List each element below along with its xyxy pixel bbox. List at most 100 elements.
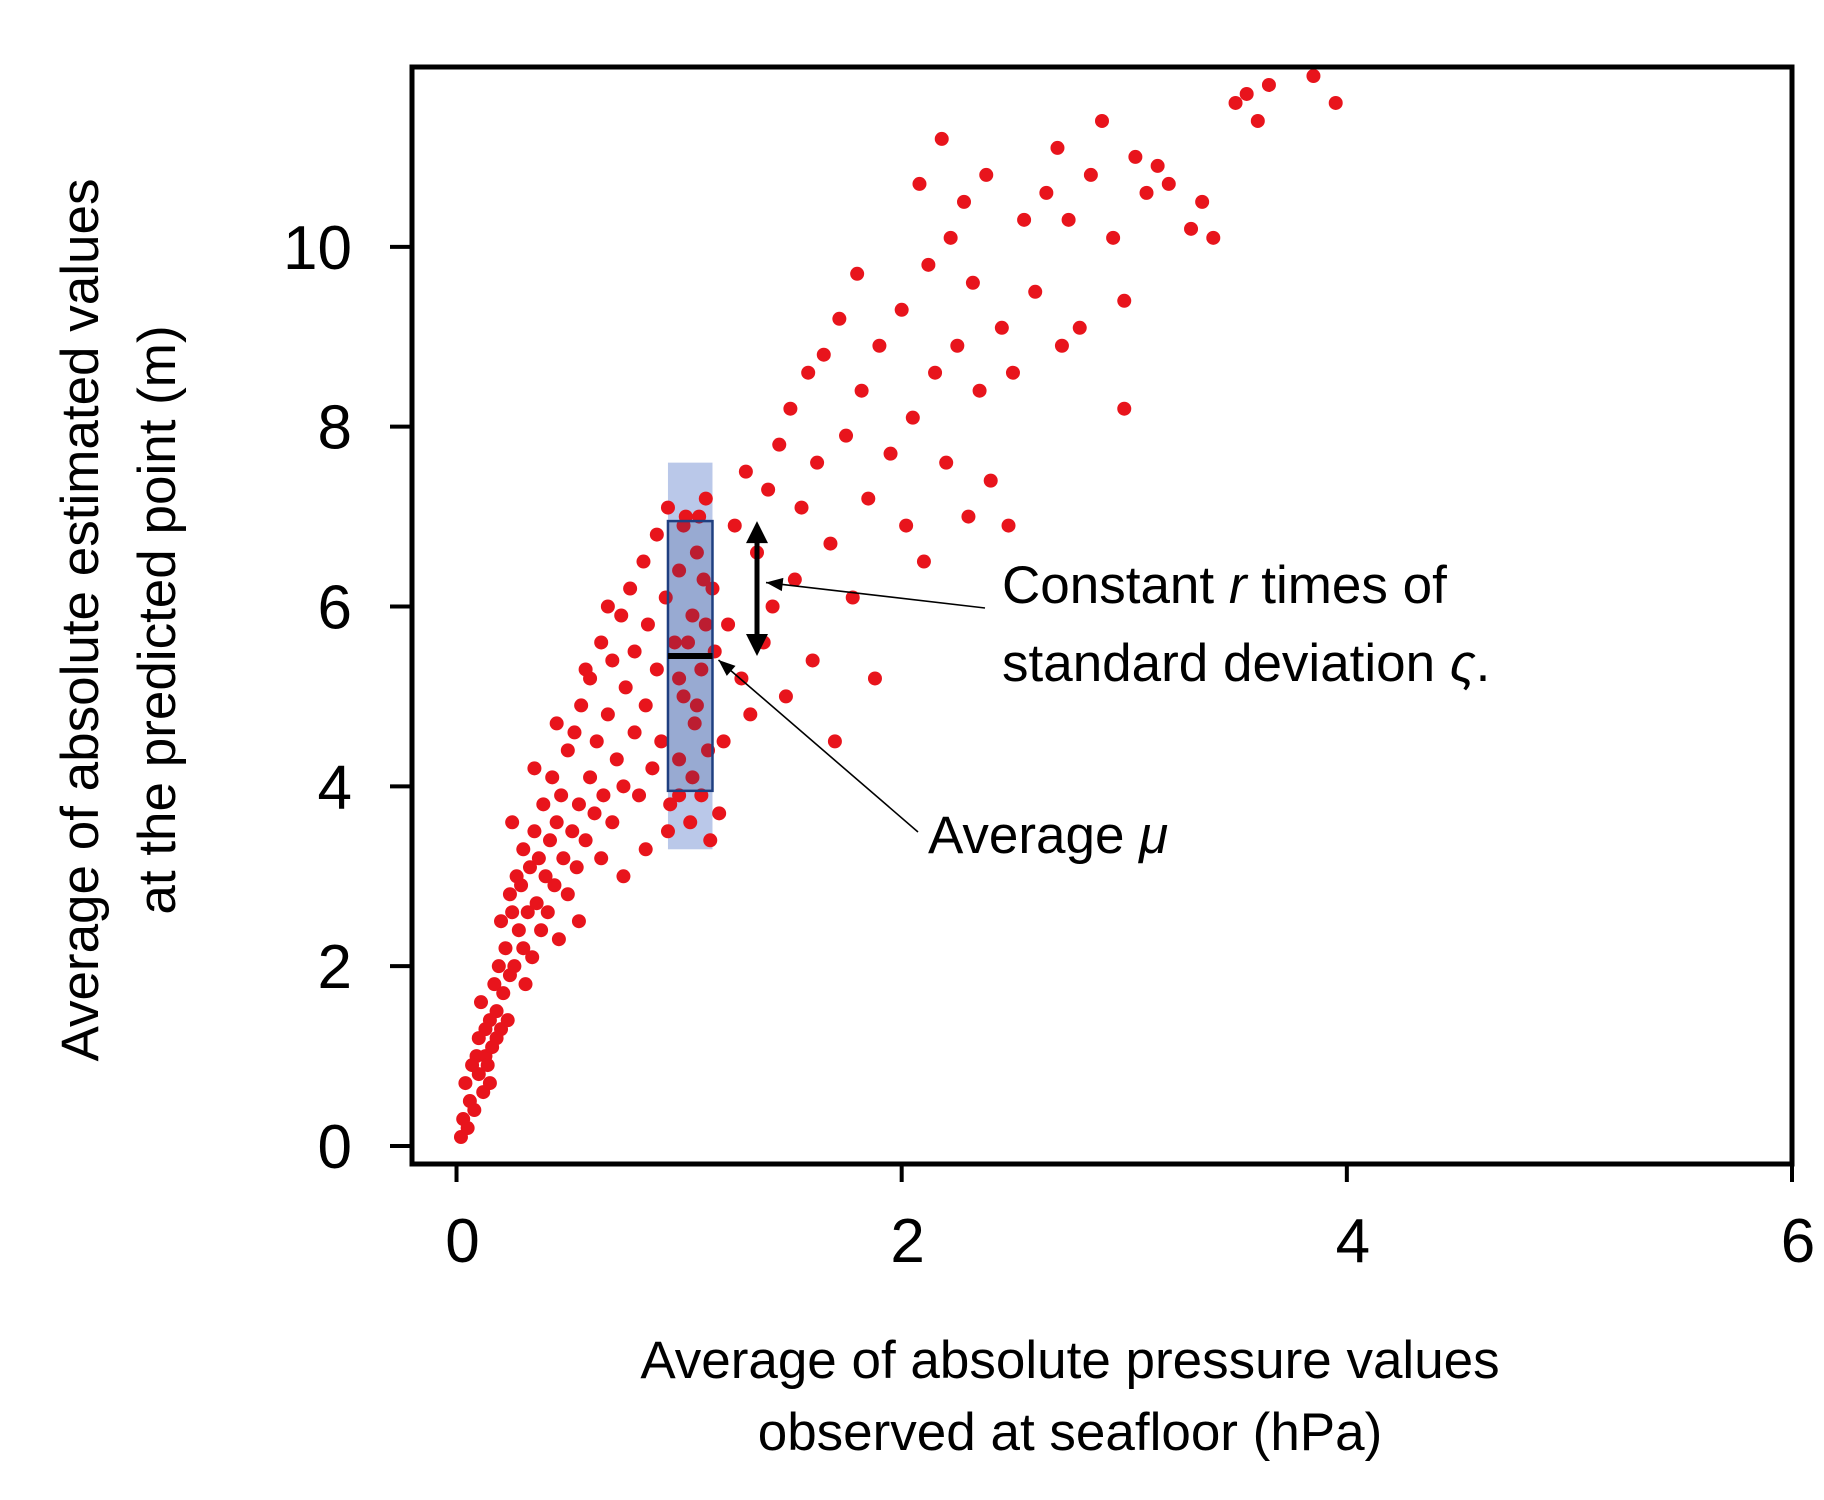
data-point	[482, 1076, 497, 1091]
y-tick-label: 0	[318, 1113, 352, 1182]
data-point	[569, 860, 584, 875]
data-point	[527, 761, 542, 776]
data-point	[627, 644, 642, 659]
data-point	[594, 635, 609, 650]
average-annotation-label: Average μ	[928, 806, 1168, 865]
data-point	[928, 365, 943, 380]
data-point	[614, 608, 629, 623]
data-point	[1050, 140, 1065, 155]
data-point	[645, 761, 660, 776]
data-point	[556, 851, 571, 866]
data-point	[567, 725, 582, 740]
data-point	[696, 572, 711, 587]
data-point	[660, 824, 675, 839]
data-point	[658, 590, 673, 605]
data-point	[516, 941, 531, 956]
data-point	[1001, 518, 1016, 533]
data-point	[738, 464, 753, 479]
data-point	[618, 680, 633, 695]
data-point	[507, 959, 522, 974]
data-point	[1106, 230, 1121, 245]
data-point	[685, 608, 700, 623]
data-point	[516, 842, 531, 857]
data-point	[698, 491, 713, 506]
data-point	[638, 698, 653, 713]
data-point	[1054, 338, 1069, 353]
data-point	[912, 176, 927, 191]
data-point	[794, 500, 809, 515]
data-point	[1184, 221, 1199, 236]
data-point	[605, 815, 620, 830]
x-tick-label: 2	[890, 1207, 924, 1276]
data-point	[514, 878, 529, 893]
y-tick-label: 8	[318, 394, 352, 463]
data-point	[934, 131, 949, 146]
data-point	[594, 851, 609, 866]
data-point	[496, 986, 511, 1001]
data-point	[474, 995, 488, 1010]
x-tick-label: 0	[445, 1207, 479, 1276]
data-point	[827, 734, 842, 749]
data-point	[845, 590, 860, 605]
average-leader-line-head	[718, 659, 736, 676]
data-point	[1206, 230, 1221, 245]
data-point	[1005, 365, 1020, 380]
data-point	[850, 266, 865, 281]
data-point	[623, 581, 638, 596]
data-point	[867, 671, 882, 686]
data-point	[905, 410, 920, 425]
y-tick-label: 6	[318, 574, 352, 643]
data-point	[640, 617, 655, 632]
data-point	[531, 851, 546, 866]
data-point	[716, 734, 731, 749]
data-point	[687, 716, 702, 731]
data-point	[921, 257, 936, 272]
data-point	[667, 635, 682, 650]
data-point	[1239, 86, 1254, 101]
data-point	[899, 518, 914, 533]
data-point	[605, 653, 620, 668]
data-point	[549, 815, 564, 830]
data-point	[545, 770, 560, 785]
data-point	[480, 1058, 495, 1073]
data-point	[632, 788, 647, 803]
data-point	[983, 473, 998, 488]
data-point	[861, 491, 876, 506]
data-point	[600, 707, 615, 722]
data-point	[816, 347, 831, 362]
data-point	[772, 437, 787, 452]
data-point	[465, 1058, 480, 1073]
data-point	[1150, 158, 1165, 173]
data-point	[525, 950, 540, 965]
sd-arrow-head-bottom	[746, 633, 768, 656]
y-axis-title-line-2: at the predicted point (m)	[128, 325, 187, 914]
sd-leader-line-head	[766, 577, 784, 592]
data-point	[939, 455, 954, 470]
x-tick-label: 6	[1781, 1207, 1815, 1276]
data-point	[883, 446, 898, 461]
data-point	[578, 662, 593, 677]
data-point	[1061, 212, 1076, 227]
data-point	[609, 752, 624, 767]
data-point	[574, 698, 589, 713]
data-point	[787, 572, 802, 587]
data-point	[502, 887, 517, 902]
y-tick-label: 4	[318, 753, 352, 822]
sd-leader-line	[765, 581, 986, 609]
x-axis-title-line-2: observed at seafloor (hPa)	[758, 1403, 1383, 1462]
sd-arrow-head-top	[746, 521, 768, 544]
data-point	[1083, 167, 1098, 182]
y-tick-label: 10	[283, 214, 352, 283]
data-point	[649, 662, 664, 677]
sd-annotation-label: Constant r times of standard deviation ς…	[1002, 556, 1490, 693]
data-point	[832, 311, 847, 326]
data-point	[1095, 113, 1109, 128]
data-point	[805, 653, 820, 668]
data-point	[505, 815, 520, 830]
data-point	[1328, 95, 1343, 110]
sd-annotation-line-1: Constant r times of	[1002, 556, 1447, 615]
data-point	[1139, 185, 1154, 200]
data-point	[672, 671, 687, 686]
data-point	[839, 428, 854, 443]
data-point	[560, 743, 575, 758]
